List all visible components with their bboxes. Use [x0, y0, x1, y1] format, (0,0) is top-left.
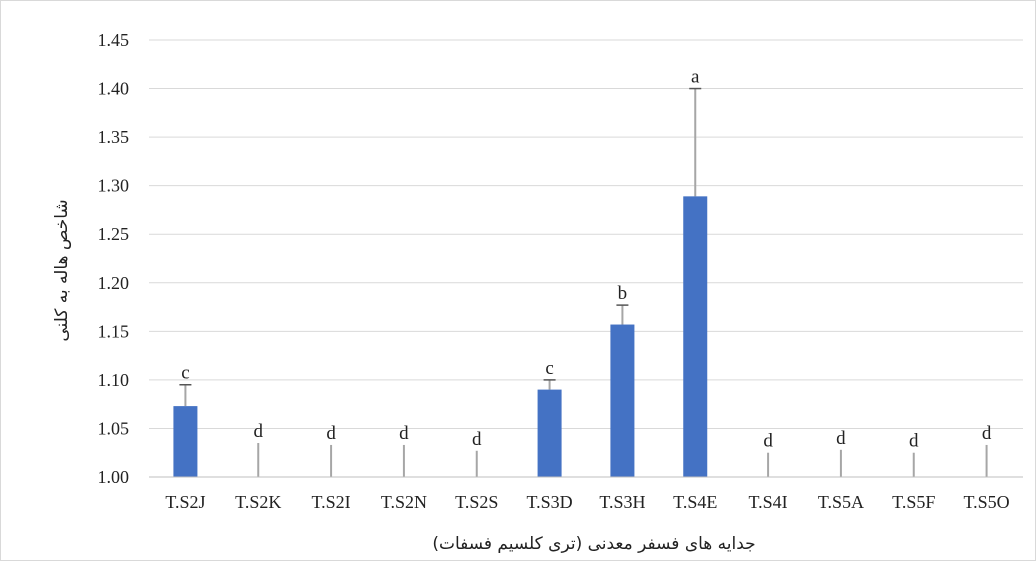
x-tick-label: T.S2J — [165, 492, 205, 512]
significance-letter: a — [691, 67, 700, 88]
error-bars — [179, 87, 988, 477]
y-tick-label: 1.05 — [98, 418, 130, 438]
y-tick-label: 1.25 — [98, 224, 130, 244]
y-tick-label: 1.40 — [98, 79, 130, 99]
y-tick-label: 1.20 — [98, 273, 130, 293]
significance-letter: d — [763, 431, 773, 452]
x-tick-label: T.S4I — [748, 492, 787, 512]
y-tick-label: 1.35 — [98, 127, 130, 147]
significance-letter: d — [254, 421, 264, 442]
y-tick-label: 1.00 — [98, 467, 130, 487]
y-tick-labels: 1.00 1.05 1.10 1.15 1.20 1.25 1.30 1.35 1.40 1.45 — [98, 30, 130, 487]
x-tick-label: T.S2I — [311, 492, 350, 512]
significance-letter: d — [909, 431, 919, 452]
significance-letter: d — [982, 423, 992, 444]
gridlines — [149, 39, 1023, 429]
y-tick-label: 1.30 — [98, 176, 130, 196]
x-tick-label: T.S3H — [599, 492, 645, 512]
significance-letter: d — [399, 423, 409, 444]
x-tick-label: T.S2N — [381, 492, 427, 512]
x-axis-title: جدایه های فسفر معدنی (تری کلسیم فسفات) — [432, 534, 755, 554]
x-tick-label: T.S5O — [963, 492, 1009, 512]
x-tick-label: T.S2S — [455, 492, 498, 512]
significance-letter: d — [326, 423, 336, 444]
bars — [173, 196, 708, 478]
y-tick-label: 1.45 — [98, 30, 130, 50]
y-tick-label: 1.10 — [98, 370, 130, 390]
x-tick-label: T.S3D — [526, 492, 572, 512]
y-tick-label: 1.15 — [98, 321, 130, 341]
x-tick-label: T.S5F — [892, 492, 935, 512]
significance-letter: d — [472, 429, 482, 450]
x-tick-labels: T.S2J T.S2K T.S2I T.S2N T.S2S T.S3D T.S3H T.S4E… — [165, 492, 1009, 512]
significance-letter: c — [181, 363, 189, 384]
significance-letters: c d d d d c b a d d d d — [181, 67, 992, 452]
significance-letter: b — [618, 283, 628, 304]
x-tick-label: T.S2K — [235, 492, 281, 512]
bar — [683, 196, 708, 478]
bar — [173, 406, 198, 477]
x-tick-label: T.S4E — [673, 492, 717, 512]
significance-letter: d — [836, 428, 846, 449]
y-axis-title: شاخص هاله به کلنی — [52, 199, 72, 341]
bar — [537, 389, 562, 477]
x-tick-label: T.S5A — [818, 492, 864, 512]
significance-letter: c — [545, 358, 553, 379]
bar — [610, 324, 635, 477]
